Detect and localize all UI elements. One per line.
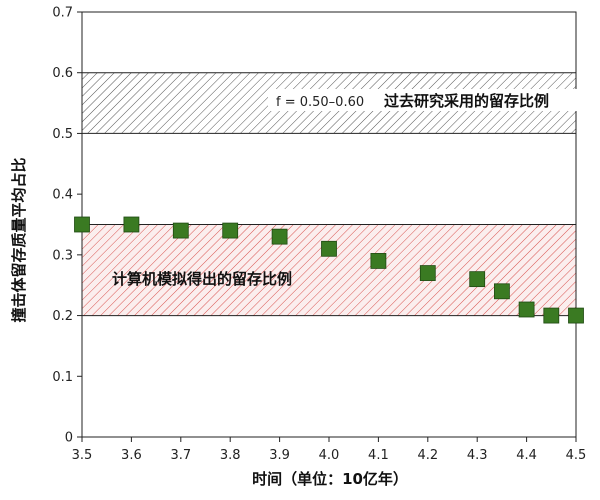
x-tick-label: 4.3 [467, 448, 488, 463]
band-1 [82, 224, 576, 316]
data-point [172, 222, 189, 239]
y-tick-label: 0.1 [52, 370, 73, 385]
data-point [518, 301, 535, 318]
data-point [370, 253, 387, 269]
data-point [271, 228, 288, 245]
x-tick-label: 4.5 [566, 448, 587, 463]
y-tick-label: 0.4 [52, 188, 73, 203]
x-tick-label: 4.0 [319, 448, 340, 463]
data-point [568, 307, 584, 324]
points-layer [74, 216, 584, 324]
band-label-sim: 计算机模拟得出的留存比例 [112, 270, 292, 288]
y-tick-label: 0 [65, 431, 73, 446]
x-tick-label: 3.6 [121, 448, 142, 463]
x-tick-label: 3.9 [269, 448, 290, 463]
data-point [419, 265, 436, 281]
x-tick-label: 3.8 [220, 448, 241, 463]
y-tick-label: 0.6 [52, 66, 73, 81]
band-label-old-text: 过去研究采用的留存比例 [384, 92, 549, 110]
x-tick-label: 3.5 [72, 448, 93, 463]
band-label-old-bg [268, 89, 580, 111]
data-point [74, 216, 90, 233]
x-tick-label: 4.1 [368, 448, 389, 463]
x-tick-label: 4.4 [516, 448, 537, 463]
data-point [222, 222, 239, 239]
data-point [123, 216, 140, 233]
data-point [469, 271, 486, 288]
y-axis-label: 撞击体留存质量平均占比 [10, 157, 28, 322]
y-tick-label: 0.2 [52, 309, 73, 324]
data-point [543, 307, 560, 324]
data-point [321, 240, 337, 257]
x-axis-label: 时间（单位：10亿年） [252, 470, 408, 488]
band-label-old: f = 0.50–0.60 过去研究采用的留存比例 [268, 89, 580, 111]
x-tick-label: 3.7 [170, 448, 191, 463]
band-label-old-formula: f = 0.50–0.60 [276, 95, 364, 110]
y-tick-label: 0.3 [52, 248, 73, 263]
y-tick-label: 0.7 [52, 6, 73, 21]
data-point [493, 283, 510, 300]
x-tick-label: 4.2 [417, 448, 438, 463]
y-tick-label: 0.5 [52, 127, 73, 142]
